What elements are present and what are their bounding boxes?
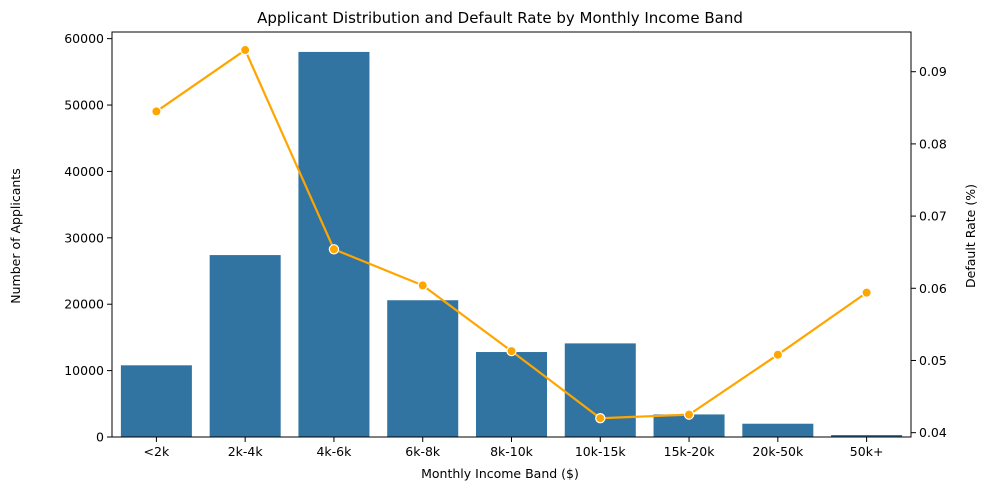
bar-20k-50k: [742, 423, 814, 437]
default-rate-point-<2k: [151, 106, 162, 117]
default-rate-point-50k+: [861, 287, 872, 298]
y2-tick-label: 0.09: [919, 64, 947, 79]
default-rate-point-4k-6k: [328, 244, 340, 255]
default-rate-point-6k-8k: [417, 280, 428, 291]
bar-15k-20k: [653, 414, 725, 437]
line-layer: [151, 44, 872, 424]
y-tick-label: 40000: [64, 164, 104, 179]
default-rate-point-10k-15k: [595, 413, 606, 424]
y-axis-label: Number of Applicants: [8, 168, 23, 303]
axes-layer: 0 10000 20000 30000 40000 50000 60000 0.04 0.05 0…: [64, 31, 947, 459]
x-tick-label: 8k-10k: [490, 444, 534, 459]
y2-tick-label: 0.06: [919, 281, 947, 296]
x-tick-label: 20k-50k: [752, 444, 804, 459]
x-tick-label: 50k+: [850, 444, 884, 459]
bar-8k-10k: [475, 352, 548, 437]
y-tick-label: 50000: [64, 98, 104, 113]
default-rate-point-20k-50k: [772, 349, 784, 360]
x-tick-label: 6k-8k: [405, 444, 441, 459]
default-rate-point-2k-4k: [239, 44, 251, 56]
x-tick-label: 10k-15k: [575, 444, 627, 459]
x-tick-label: 4k-6k: [316, 444, 352, 459]
y-tick-label: 30000: [64, 230, 104, 245]
x-tick-label: 15k-20k: [664, 444, 716, 459]
y2-tick-label: 0.08: [919, 136, 947, 151]
bars-layer: [120, 51, 903, 438]
y2-tick-label: 0.04: [919, 425, 947, 440]
default-rate-point-8k-10k: [506, 345, 517, 357]
x-axis-label: Monthly Income Band ($): [421, 466, 579, 481]
chart-title: Applicant Distribution and Default Rate …: [257, 9, 743, 27]
y2-tick-label: 0.07: [919, 209, 947, 224]
x-tick-label: 2k-4k: [228, 444, 264, 459]
default-rate-point-15k-20k: [683, 409, 695, 420]
bar-2k-4k: [209, 255, 281, 437]
bar-6k-8k: [387, 300, 459, 437]
y-tick-label: 10000: [64, 363, 104, 378]
y-tick-label: 60000: [64, 31, 104, 46]
y2-tick-label: 0.05: [919, 353, 947, 368]
y-tick-label: 0: [96, 430, 104, 445]
y-tick-label: 20000: [64, 297, 104, 312]
x-tick-label: <2k: [144, 444, 170, 459]
bar-50k+: [831, 435, 903, 437]
bar-<2k: [120, 365, 192, 437]
y2-axis-label: Default Rate (%): [963, 184, 978, 288]
